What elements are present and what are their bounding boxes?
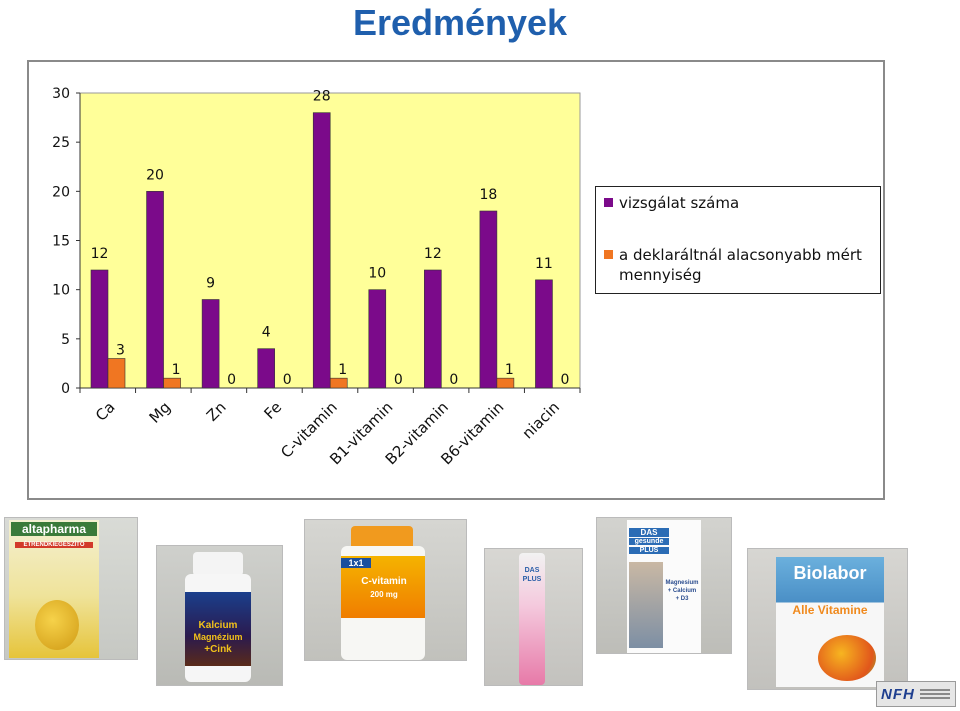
bar-series1 [424,269,442,389]
das-box-text-2: gesunde [629,538,669,545]
chart-legend: vizsgálat száma a deklaráltnál alacsonya… [595,186,881,294]
das-box-text-4: Magnesium [665,580,699,586]
bar-series1 [368,289,387,389]
das-box-text-1: DAS [629,528,669,537]
product-photo-biolabor: Biolabor Alle Vitamine [747,548,908,690]
legend-item-series2: a deklaráltnál alacsonyabb mért mennyisé… [604,245,874,285]
data-label: 20 [146,167,164,183]
data-label: 12 [424,246,442,262]
y-tick-label: 20 [52,184,70,200]
data-label: 1 [338,362,347,378]
jar-label [185,592,251,666]
product-photo-das-tube: DAS PLUS [484,548,583,686]
data-label: 0 [227,372,236,388]
altapharma-brand: altapharma [11,522,97,536]
bar-series1 [535,279,553,389]
cvit-text-2: 200 mg [370,590,398,599]
kalcium-text-2: Magnézium [193,632,243,642]
y-tick-label: 30 [52,86,70,102]
product-photo-das-box: DAS gesunde PLUS Magnesium + Calcium + D… [596,517,732,654]
bar-series1 [201,299,220,389]
bar-series1 [312,112,331,389]
das-box-text-3: PLUS [629,547,669,554]
legend-label-series1: vizsgálat száma [619,194,740,212]
data-label: 3 [116,343,125,359]
data-label: 28 [313,89,331,105]
legend-swatch-series1 [604,198,613,207]
y-tick-label: 5 [61,332,70,348]
legend-swatch-series2 [604,250,613,259]
tube-body [519,553,545,685]
data-label: 0 [560,372,569,388]
product-photo-altapharma: altapharma ÉTRENDKIEGÉSZÍTŐ [4,517,138,660]
y-tick-label: 25 [52,135,70,151]
data-label: 0 [283,372,292,388]
bar-series2 [107,358,126,389]
nfh-logo-text: NFH [881,685,915,703]
data-label: 0 [449,372,458,388]
jar-cap [193,552,243,576]
bar-series1 [479,210,498,389]
x-tick-label: niacin [519,398,563,442]
tube-text-2: PLUS [522,576,542,583]
cvit-text-1: C-vitamin [361,576,407,587]
cvit-brand: 1x1 [341,558,371,568]
bar-series2 [163,377,181,389]
x-tick-label: Fe [260,398,285,423]
data-label: 9 [206,276,215,292]
bar-series1 [90,269,109,389]
kalcium-text-1: Kalcium [198,620,238,631]
product-photo-kalcium: Kalcium Magnézium +Cink [156,545,283,686]
page-title: Eredmények [352,2,568,43]
altapharma-line: ÉTRENDKIEGÉSZÍTŐ [15,542,93,548]
das-box-couple-photo [629,562,663,648]
pineapple-graphic [35,600,79,650]
x-tick-label: Zn [203,398,230,425]
biolabor-brand: Biolabor [793,563,867,583]
das-box-text-5: + Calcium [667,588,697,594]
x-tick-label: Mg [146,398,175,427]
legend-item-series1: vizsgálat száma [604,193,739,213]
product-photo-c-vitamin: 1x1 C-vitamin 200 mg [304,519,467,661]
bar-chart: 051015202530123Ca201Mg90Zn40Fe281C-vitam… [52,86,581,468]
legend-label-series2: a deklaráltnál alacsonyabb mért mennyisé… [619,246,862,284]
data-label: 12 [91,246,109,262]
x-tick-label: Ca [92,398,119,425]
data-label: 10 [368,266,386,282]
das-box-text-6: + D3 [675,596,689,602]
nfh-logo: NFH [876,681,956,707]
fruit-graphic [818,635,876,681]
bar-series1 [146,191,164,389]
bar-series2 [496,377,515,389]
bar-series1 [257,348,275,389]
bar-series2 [329,377,348,389]
y-tick-label: 10 [52,283,70,299]
tube-text-1: DAS [524,567,540,574]
chart-frame: 0 5 10 15 20 25 30 12 3 Ca 20 1 Mg 9 0 Zn 4 0 Fe 28 1 C-vitam… [27,60,885,500]
data-label: 0 [394,372,403,388]
data-label: 4 [262,325,271,341]
y-tick-label: 0 [61,381,70,397]
data-label: 18 [479,187,497,203]
nfh-logo-lines [919,689,950,699]
data-label: 1 [505,362,514,378]
data-label: 1 [172,362,181,378]
kalcium-text-3: +Cink [204,644,232,655]
data-label: 11 [535,256,553,272]
biolabor-text-1: Alle Vitamine [792,603,868,617]
y-tick-label: 15 [52,234,70,250]
